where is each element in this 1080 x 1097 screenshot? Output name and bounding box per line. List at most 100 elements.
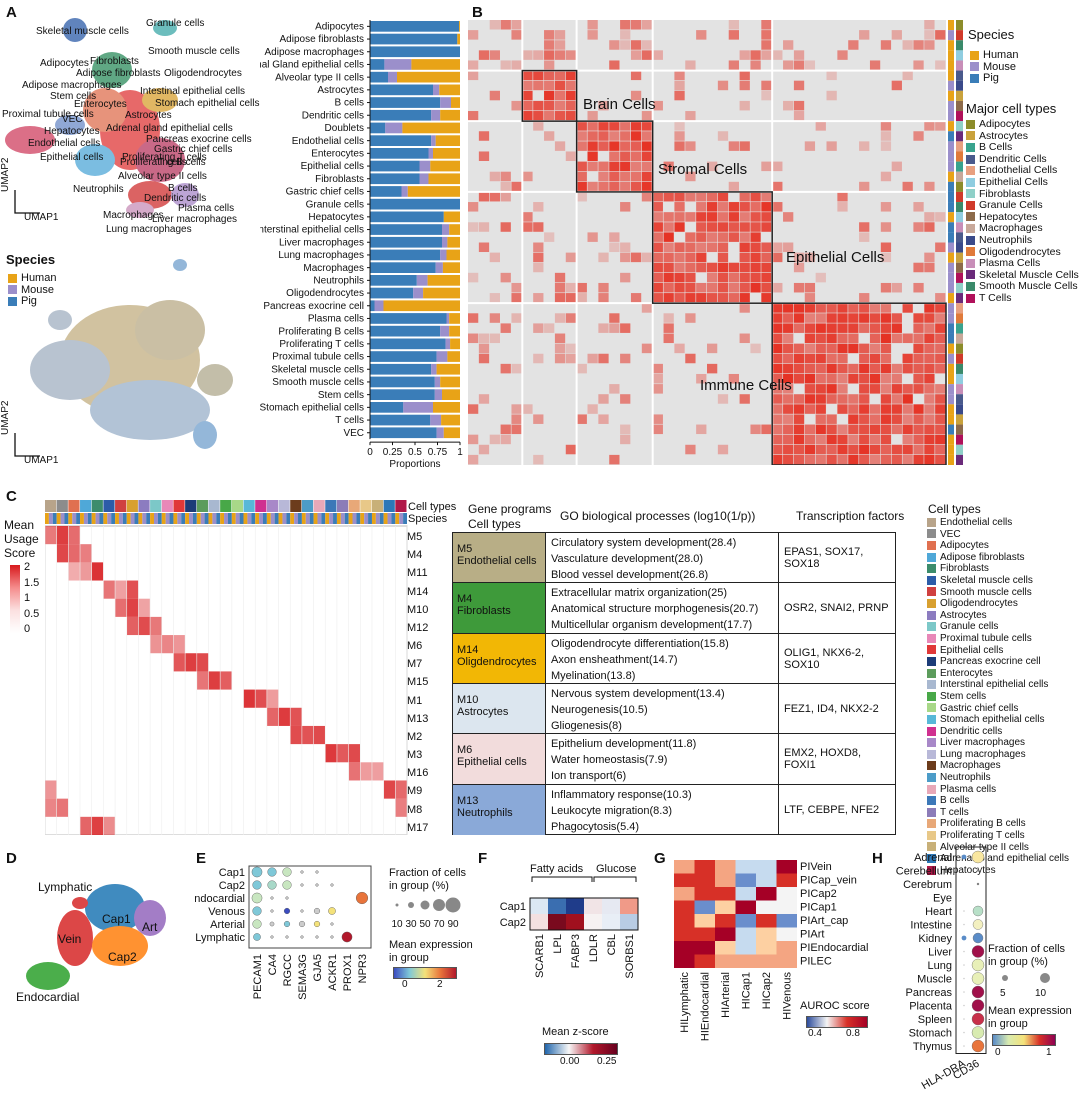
heatmap-cell <box>837 343 848 354</box>
usage-cell <box>371 762 384 781</box>
celltype-legend-item-label: Proliferating B cells <box>940 818 1026 830</box>
heatmap-celltype-annotation <box>956 424 963 435</box>
heatmap-cell <box>837 202 848 212</box>
heatmap-cell <box>511 363 522 374</box>
usage-species-annotation <box>52 513 57 524</box>
heatmap-cell <box>544 80 555 91</box>
usage-cell <box>68 544 81 563</box>
usage-cell <box>138 616 151 636</box>
celltype-legend-item: Enterocytes <box>927 668 1069 680</box>
heatmap-cell <box>696 373 707 384</box>
heatmap-species-annotation <box>948 202 954 213</box>
heatmap-cell <box>533 454 544 465</box>
usage-species-annotation <box>403 513 407 524</box>
usage-species-annotation <box>130 513 135 524</box>
heatmap-cell <box>848 373 859 384</box>
heatmap-cell <box>685 191 696 202</box>
heatmap-cell <box>554 70 566 81</box>
bar-segment-human <box>442 389 460 400</box>
heatmap-species-annotation <box>948 20 954 31</box>
celltype-legend-item-label: Endothelial cells <box>940 517 1013 528</box>
heatmap-celltype-annotation <box>956 30 963 41</box>
heatmap-cell <box>620 20 631 30</box>
heatmap-cell <box>598 171 609 182</box>
d-label-lymphatic: Lymphatic <box>38 880 93 894</box>
heatmap-cell <box>717 444 729 455</box>
heatmap-cell <box>468 222 479 232</box>
usage-tick-label: 1 <box>24 592 31 604</box>
heatmap-cell <box>826 343 837 354</box>
h-row-label: Adrenal <box>914 852 952 864</box>
gene-program-name-cell: M13 Neutrophils <box>453 784 546 835</box>
heatmap-cell <box>837 353 848 364</box>
heatmap-cell <box>641 111 653 121</box>
celltype-legend-item-label: B cells <box>940 795 970 807</box>
heatmap-cell <box>804 384 816 394</box>
g-heatmap-cell <box>776 927 797 941</box>
heatmap-cell <box>707 293 718 303</box>
go-process: Vasculature development(28.0) <box>551 553 704 565</box>
go-process: Multicellular organism development(17.7) <box>551 619 753 632</box>
gene-program-row: M14 Oligdendrocytes Oligodendrocyte differ… <box>453 632 895 684</box>
heatmap-cell <box>837 323 848 333</box>
g-row-label: PICap_vein <box>800 875 857 887</box>
heatmap-cell <box>674 80 685 91</box>
bar-category-label: Stomach epithelial cells <box>260 403 364 414</box>
heatmap-cell <box>511 414 522 424</box>
heatmap-cell <box>609 121 620 131</box>
heatmap-cell <box>783 394 794 404</box>
bar-category-label: Smooth muscle cells <box>272 377 364 388</box>
major-celltype-item-swatch <box>966 119 975 129</box>
heatmap-cell <box>935 343 946 354</box>
celltype-legend-item-label: Hepatocytes <box>940 864 996 876</box>
umap-label: Hepatocytes <box>44 126 100 137</box>
heatmap-cell <box>717 394 729 404</box>
heatmap-cell <box>880 313 892 323</box>
heatmap-cell <box>891 363 902 374</box>
umap-label: Smooth muscle cells <box>148 46 240 57</box>
heatmap-cell <box>848 40 859 50</box>
usage-species-annotation <box>282 513 287 524</box>
heatmap-block-label: Stromal Cells <box>658 161 747 178</box>
heatmap-cell <box>500 434 511 445</box>
celltype-legend-item-swatch <box>927 749 936 759</box>
size-legend-tick: 70 <box>433 919 445 930</box>
heatmap-cell <box>750 222 761 232</box>
heatmap-cell <box>511 181 522 192</box>
heatmap-cell <box>587 232 598 242</box>
heatmap-cell <box>544 30 555 40</box>
heatmap-cell <box>489 90 500 101</box>
celltype-legend-item-label: Plasma cells <box>940 783 997 795</box>
heatmap-celltype-annotation <box>956 444 963 455</box>
usage-species-annotation <box>146 513 151 524</box>
heatmap-cell <box>880 394 892 404</box>
heatmap-cell <box>935 60 946 70</box>
usage-species-annotation <box>122 513 127 524</box>
heatmap-cell <box>913 222 924 232</box>
heatmap-cell <box>837 454 848 465</box>
celltype-legend-item-label: Stomach epithelial cells <box>940 714 1045 726</box>
f-colorbar <box>544 1043 618 1055</box>
bar-segment-pig <box>370 363 432 375</box>
celltype-legend-item-label: Pancreas exocrine cell <box>940 656 1041 668</box>
dotplot-dot <box>270 909 274 913</box>
h-dot-hla <box>963 1045 965 1047</box>
gene-program-usage-heatmap <box>45 500 408 835</box>
heatmap-cell <box>826 90 837 101</box>
module-label: M8 <box>407 803 423 816</box>
umap-label: Adrenal gland epithelial cells <box>106 123 233 134</box>
heatmap-cell <box>783 212 794 222</box>
heatmap-cell <box>902 181 913 192</box>
heatmap-cell <box>739 242 750 253</box>
bar-segment-mouse <box>385 122 403 134</box>
heatmap-cell <box>544 323 555 333</box>
g-heatmap-cell <box>756 914 777 928</box>
celltype-legend-item-label: Smooth muscle cells <box>940 586 1032 598</box>
heatmap-cell <box>859 454 870 465</box>
heatmap-species-annotation <box>948 100 954 112</box>
h-row-label: Spleen <box>918 1014 952 1026</box>
major-celltype-item: Dendritic Cells <box>966 153 1079 166</box>
usage-species-annotation <box>352 513 357 524</box>
heatmap-cell <box>924 121 935 131</box>
heatmap-cell <box>630 171 642 182</box>
